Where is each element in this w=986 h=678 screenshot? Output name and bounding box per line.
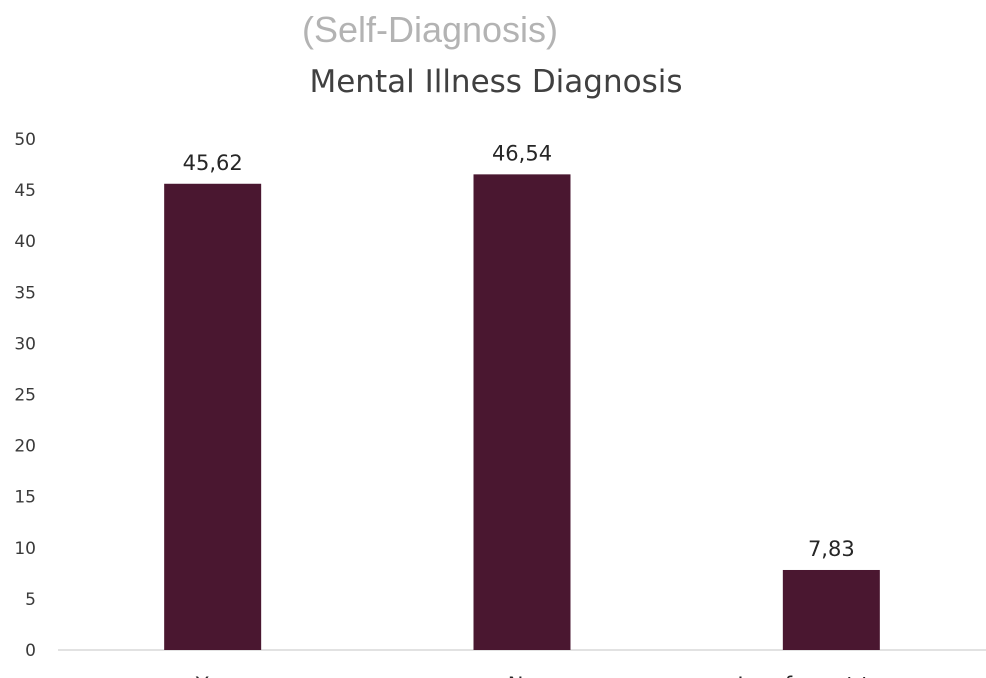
y-tick-label: 0: [25, 641, 36, 661]
bar: [473, 174, 571, 650]
bar-value-label: 45,62: [183, 151, 243, 175]
y-tick-label: 10: [14, 539, 36, 559]
y-tick-label: 5: [25, 590, 36, 610]
y-tick-label: 35: [14, 283, 36, 303]
y-tick-label: 45: [14, 181, 36, 201]
y-axis: 0 5 10 15 20 25 30 35 40 45 50: [14, 130, 36, 661]
category-label: I prefer not to say: [737, 673, 925, 678]
data-labels-group: 45,62 46,54 7,83: [183, 141, 855, 561]
bar: [164, 183, 262, 650]
bars-group: [164, 174, 880, 650]
y-tick-label: 30: [14, 334, 36, 354]
y-tick-label: 40: [14, 232, 36, 252]
bar: [782, 569, 880, 650]
bar-value-label: 46,54: [492, 141, 552, 165]
bar-value-label: 7,83: [808, 537, 855, 561]
y-tick-label: 25: [14, 386, 36, 406]
y-tick-label: 50: [14, 130, 36, 150]
chart-title: Mental Illness Diagnosis: [309, 64, 682, 100]
category-label: Yes: [195, 673, 230, 678]
x-axis-labels: Yes No I prefer not to say: [195, 673, 926, 678]
y-tick-label: 20: [14, 437, 36, 457]
category-label: No: [508, 673, 537, 678]
y-tick-label: 15: [14, 488, 36, 508]
